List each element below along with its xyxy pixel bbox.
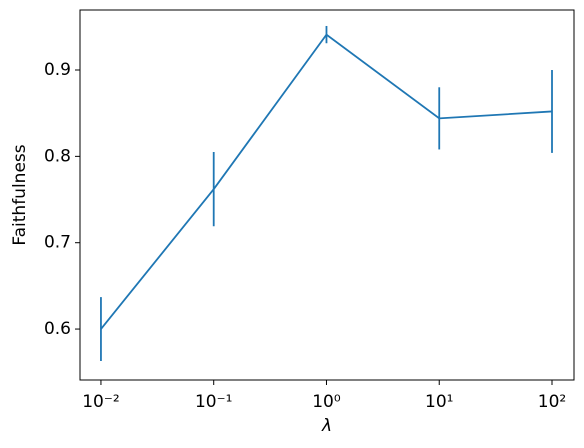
y-axis-label: Faithfulness — [10, 144, 30, 245]
y-tick-label: 0.8 — [44, 146, 71, 166]
x-tick-label: 10⁻¹ — [195, 392, 232, 412]
x-tick-label: 10¹ — [425, 392, 453, 412]
x-tick-label: 10² — [538, 392, 566, 412]
y-tick-label: 0.6 — [44, 319, 71, 339]
y-tick-label: 0.7 — [44, 233, 71, 253]
x-tick-label: 10⁻² — [82, 392, 119, 412]
x-axis-label: λ — [321, 416, 332, 436]
x-tick-label: 10⁰ — [312, 392, 341, 412]
data-line — [100, 33, 553, 330]
plot-frame — [79, 9, 575, 381]
y-tick-label: 0.9 — [44, 60, 71, 80]
